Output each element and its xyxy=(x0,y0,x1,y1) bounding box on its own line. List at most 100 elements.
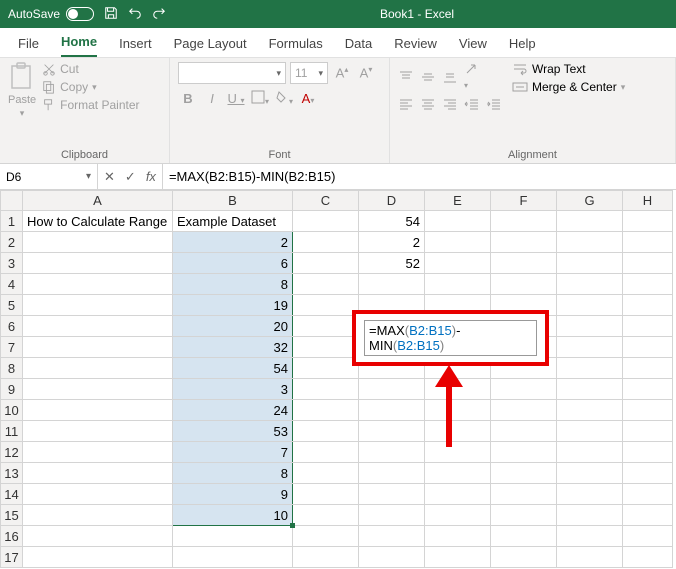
cell-C14[interactable] xyxy=(293,484,359,505)
cell-F9[interactable] xyxy=(491,379,557,400)
cell-D12[interactable] xyxy=(359,442,425,463)
cell-A10[interactable] xyxy=(23,400,173,421)
cell-E1[interactable] xyxy=(425,211,491,232)
fill-color-button[interactable]: ▾ xyxy=(274,90,294,107)
cell-G5[interactable] xyxy=(557,295,623,316)
col-header-A[interactable]: A xyxy=(23,191,173,211)
row-header-14[interactable]: 14 xyxy=(1,484,23,505)
fx-icon[interactable]: fx xyxy=(146,169,156,184)
cell-B17[interactable] xyxy=(173,547,293,568)
cell-H1[interactable] xyxy=(623,211,673,232)
cell-A15[interactable] xyxy=(23,505,173,526)
cell-H5[interactable] xyxy=(623,295,673,316)
cell-A7[interactable] xyxy=(23,337,173,358)
cell-E16[interactable] xyxy=(425,526,491,547)
cell-E13[interactable] xyxy=(425,463,491,484)
toggle-off-icon[interactable] xyxy=(66,7,94,21)
underline-button[interactable]: U ▾ xyxy=(226,91,246,106)
cell-G9[interactable] xyxy=(557,379,623,400)
cell-B5[interactable]: 19 xyxy=(173,295,293,316)
cell-G12[interactable] xyxy=(557,442,623,463)
cell-H6[interactable] xyxy=(623,316,673,337)
cell-G3[interactable] xyxy=(557,253,623,274)
cell-D16[interactable] xyxy=(359,526,425,547)
row-header-4[interactable]: 4 xyxy=(1,274,23,295)
cell-D2[interactable]: 2 xyxy=(359,232,425,253)
cell-B14[interactable]: 9 xyxy=(173,484,293,505)
cell-G10[interactable] xyxy=(557,400,623,421)
cell-F13[interactable] xyxy=(491,463,557,484)
tab-page-layout[interactable]: Page Layout xyxy=(174,36,247,57)
cell-D10[interactable] xyxy=(359,400,425,421)
cell-B6[interactable]: 20 xyxy=(173,316,293,337)
italic-button[interactable]: I xyxy=(202,91,222,106)
cell-A11[interactable] xyxy=(23,421,173,442)
cell-C16[interactable] xyxy=(293,526,359,547)
cell-A2[interactable] xyxy=(23,232,173,253)
align-middle-icon[interactable] xyxy=(420,70,436,84)
align-left-icon[interactable] xyxy=(398,97,414,111)
cell-F10[interactable] xyxy=(491,400,557,421)
row-header-5[interactable]: 5 xyxy=(1,295,23,316)
cell-E3[interactable] xyxy=(425,253,491,274)
cell-H16[interactable] xyxy=(623,526,673,547)
tab-data[interactable]: Data xyxy=(345,36,372,57)
cell-F4[interactable] xyxy=(491,274,557,295)
increase-indent-icon[interactable] xyxy=(486,97,502,111)
cell-A16[interactable] xyxy=(23,526,173,547)
format-painter-button[interactable]: Format Painter xyxy=(42,98,139,112)
font-color-button[interactable]: A▾ xyxy=(298,91,318,106)
cell-A9[interactable] xyxy=(23,379,173,400)
save-icon[interactable] xyxy=(104,6,118,23)
font-size-select[interactable]: 11▾ xyxy=(290,62,328,84)
cell-G13[interactable] xyxy=(557,463,623,484)
cell-F15[interactable] xyxy=(491,505,557,526)
align-bottom-icon[interactable] xyxy=(442,70,458,84)
select-all-corner[interactable] xyxy=(1,191,23,211)
cell-B8[interactable]: 54 xyxy=(173,358,293,379)
cell-F11[interactable] xyxy=(491,421,557,442)
align-top-icon[interactable] xyxy=(398,70,414,84)
tab-formulas[interactable]: Formulas xyxy=(269,36,323,57)
bold-button[interactable]: B xyxy=(178,91,198,106)
col-header-G[interactable]: G xyxy=(557,191,623,211)
copy-button[interactable]: Copy ▾ xyxy=(42,80,139,94)
cell-B3[interactable]: 6 xyxy=(173,253,293,274)
cell-G4[interactable] xyxy=(557,274,623,295)
cell-H10[interactable] xyxy=(623,400,673,421)
row-header-11[interactable]: 11 xyxy=(1,421,23,442)
tab-review[interactable]: Review xyxy=(394,36,437,57)
cell-A3[interactable] xyxy=(23,253,173,274)
cell-E17[interactable] xyxy=(425,547,491,568)
borders-button[interactable]: ▾ xyxy=(250,90,270,107)
row-header-9[interactable]: 9 xyxy=(1,379,23,400)
cell-A14[interactable] xyxy=(23,484,173,505)
wrap-text-button[interactable]: Wrap Text xyxy=(512,62,625,76)
cell-H11[interactable] xyxy=(623,421,673,442)
cell-D1[interactable]: 54 xyxy=(359,211,425,232)
cell-H12[interactable] xyxy=(623,442,673,463)
row-header-10[interactable]: 10 xyxy=(1,400,23,421)
cell-E2[interactable] xyxy=(425,232,491,253)
cell-D9[interactable] xyxy=(359,379,425,400)
cell-A8[interactable] xyxy=(23,358,173,379)
cell-C7[interactable] xyxy=(293,337,359,358)
cell-C10[interactable] xyxy=(293,400,359,421)
cell-B2[interactable]: 2 xyxy=(173,232,293,253)
col-header-B[interactable]: B xyxy=(173,191,293,211)
cell-A12[interactable] xyxy=(23,442,173,463)
paste-button[interactable]: Paste ▾ xyxy=(8,62,36,119)
cell-G8[interactable] xyxy=(557,358,623,379)
autosave-toggle[interactable]: AutoSave xyxy=(8,7,94,21)
undo-icon[interactable] xyxy=(128,6,142,23)
row-header-1[interactable]: 1 xyxy=(1,211,23,232)
cell-D14[interactable] xyxy=(359,484,425,505)
cell-A6[interactable] xyxy=(23,316,173,337)
cell-F16[interactable] xyxy=(491,526,557,547)
cell-F3[interactable] xyxy=(491,253,557,274)
cell-D3[interactable]: 52 xyxy=(359,253,425,274)
row-header-7[interactable]: 7 xyxy=(1,337,23,358)
cell-F14[interactable] xyxy=(491,484,557,505)
cell-C3[interactable] xyxy=(293,253,359,274)
cell-G11[interactable] xyxy=(557,421,623,442)
